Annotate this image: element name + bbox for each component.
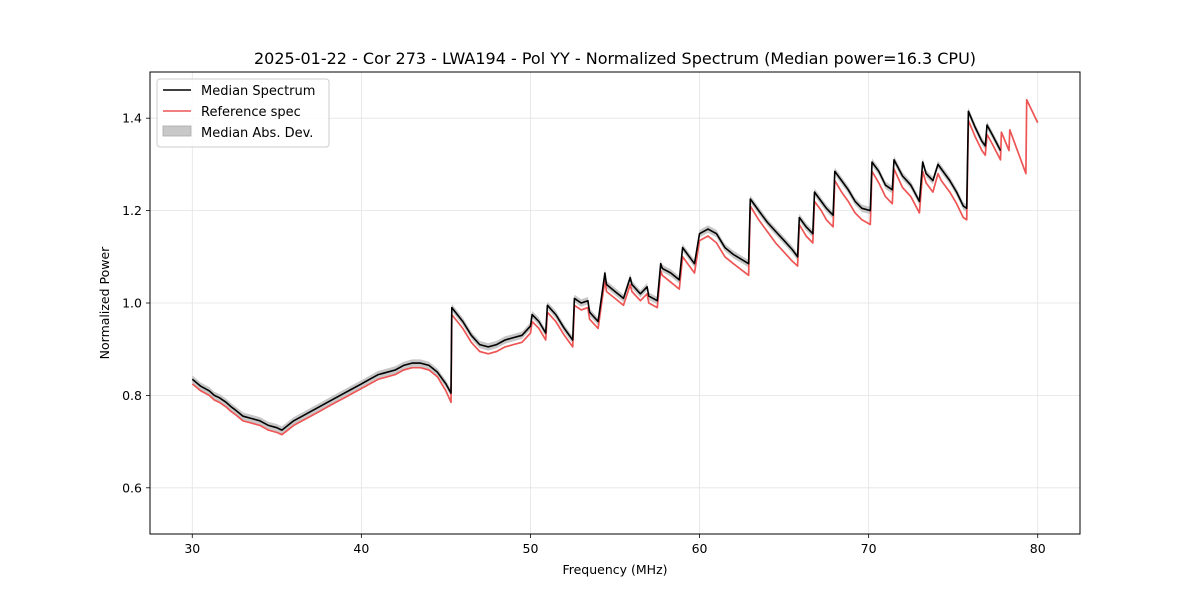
y-axis-label: Normalized Power <box>97 246 112 360</box>
chart-title: 2025-01-22 - Cor 273 - LWA194 - Pol YY -… <box>254 49 976 68</box>
x-tick-label: 80 <box>1030 541 1046 556</box>
x-axis: 30 40 50 60 70 80 <box>184 534 1046 556</box>
x-tick-label: 50 <box>523 541 539 556</box>
legend-swatch-median-abs-dev <box>162 125 192 137</box>
x-tick-label: 40 <box>353 541 369 556</box>
x-axis-label: Frequency (MHz) <box>562 562 667 577</box>
y-axis: 0.6 0.8 1.0 1.2 1.4 <box>122 111 150 495</box>
legend-label-median-spectrum: Median Spectrum <box>201 84 315 99</box>
y-tick-label: 1.4 <box>122 111 142 126</box>
legend: Median Spectrum Reference spec Median Ab… <box>156 78 330 148</box>
x-tick-label: 30 <box>184 541 200 556</box>
plot-area <box>191 98 1039 436</box>
legend-box <box>156 78 330 148</box>
x-tick-label: 60 <box>692 541 708 556</box>
y-tick-label: 1.2 <box>122 203 142 218</box>
y-tick-label: 0.8 <box>122 388 142 403</box>
y-tick-label: 0.6 <box>122 480 142 495</box>
legend-label-median-abs-dev: Median Abs. Dev. <box>201 126 313 141</box>
median-spectrum-line <box>191 110 1002 431</box>
y-tick-label: 1.0 <box>122 296 142 311</box>
reference-spec-line <box>191 98 1039 436</box>
x-tick-label: 70 <box>861 541 877 556</box>
grid-lines <box>150 72 1080 534</box>
legend-label-reference-spec: Reference spec <box>201 105 301 120</box>
